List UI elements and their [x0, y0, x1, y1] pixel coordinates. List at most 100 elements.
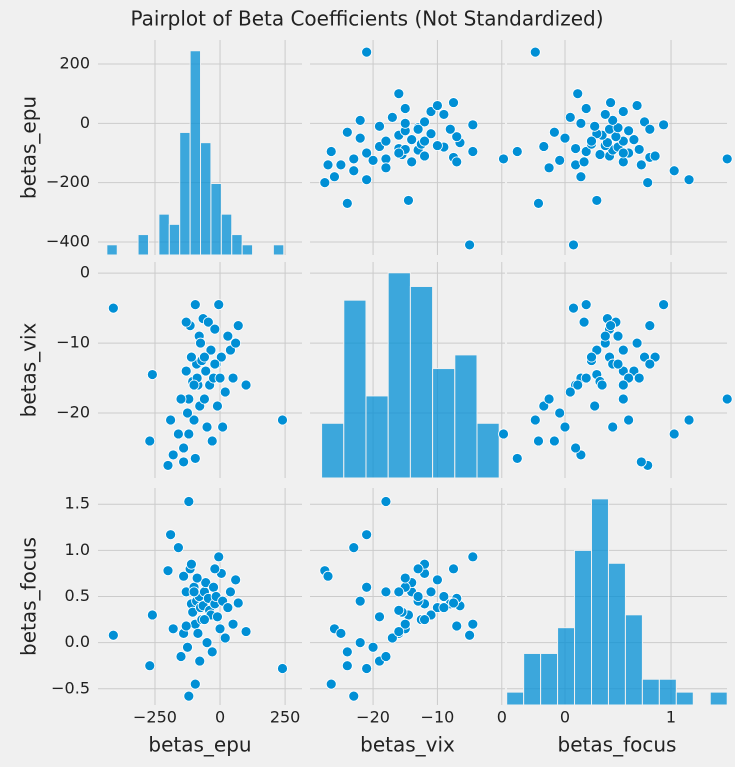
scatter-point	[202, 316, 214, 328]
scatter-point	[188, 379, 200, 391]
hist-bar	[343, 299, 367, 479]
scatter-point	[173, 428, 184, 440]
scatter-point	[533, 197, 544, 209]
scatter-point	[538, 141, 550, 152]
scatter-point	[219, 632, 231, 644]
scatter-point	[200, 365, 212, 377]
scatter-point	[467, 551, 479, 563]
scatter-point	[319, 177, 331, 189]
scatter-point	[240, 626, 252, 637]
hist-bar	[189, 50, 202, 256]
scatter-point	[578, 316, 590, 328]
hist-bar	[231, 234, 243, 256]
scatter-point	[167, 449, 179, 461]
chart-title: Pairplot of Beta Coefficients (Not Stand…	[130, 7, 603, 31]
scatter-point	[341, 197, 353, 209]
hist-bar	[387, 272, 411, 479]
hist-bar	[106, 244, 118, 256]
scatter-point	[425, 128, 437, 140]
scatter-point	[354, 637, 366, 649]
scatter-point	[721, 393, 733, 405]
scatter-point	[432, 574, 443, 586]
scatter-point	[175, 651, 187, 662]
scatter-point	[591, 195, 603, 206]
scatter-point	[568, 239, 579, 251]
scatter-point	[533, 435, 544, 447]
scatter-point	[419, 150, 430, 162]
scatter-point	[348, 153, 360, 165]
y-tick-label: −10	[56, 333, 90, 352]
scatter-point	[607, 421, 619, 433]
y-tick-label: 0.0	[65, 632, 90, 651]
scatter-point	[201, 421, 213, 433]
y-tick-label: −20	[56, 402, 90, 421]
scatter-point	[206, 435, 218, 447]
scatter-point	[399, 572, 411, 584]
scatter-point	[438, 602, 450, 613]
scatter-point	[498, 428, 509, 440]
scatter-point	[361, 147, 373, 159]
hist-bar	[200, 142, 212, 256]
hist-bar	[641, 678, 660, 706]
scatter-point	[605, 320, 616, 332]
scatter-point	[165, 529, 176, 541]
scatter-point	[668, 165, 680, 177]
scatter-point	[341, 126, 353, 138]
scatter-point	[335, 159, 347, 171]
scatter-point	[393, 147, 405, 159]
scatter-point	[444, 123, 456, 135]
scatter-point	[182, 641, 193, 653]
scatter-point	[658, 299, 669, 311]
x-tick-label: −20	[356, 708, 390, 727]
x-axis-label: betas_focus	[558, 733, 677, 757]
y-tick-label: 1.0	[65, 540, 90, 559]
scatter-point	[580, 103, 592, 114]
scatter-point	[393, 626, 405, 637]
y-tick-label: 200	[59, 54, 90, 73]
scatter-point	[432, 100, 443, 111]
scatter-point	[554, 154, 566, 166]
scatter-point	[564, 112, 576, 123]
hist-bar	[409, 285, 434, 479]
scatter-point	[209, 323, 221, 335]
scatter-point	[354, 595, 366, 607]
scatter-point	[178, 456, 190, 468]
scatter-point	[189, 299, 201, 311]
hist-bar	[540, 652, 559, 706]
scatter-point	[644, 320, 656, 332]
scatter-point	[572, 88, 584, 100]
scatter-point	[374, 120, 385, 132]
scatter-point	[511, 453, 523, 464]
scatter-point	[578, 156, 590, 168]
scatter-point	[580, 146, 592, 157]
scatter-point	[182, 407, 193, 419]
y-axis-label: betas_epu	[17, 96, 41, 199]
scatter-point	[335, 628, 347, 639]
scatter-point	[432, 140, 443, 151]
scatter-point	[186, 558, 197, 570]
scatter-point	[596, 379, 608, 391]
scatter-point	[628, 134, 640, 146]
scatter-point	[361, 46, 373, 58]
scatter-point	[325, 146, 337, 157]
scatter-point	[199, 351, 210, 363]
x-axis-label: betas_vix	[360, 733, 455, 757]
scatter-point	[568, 302, 579, 314]
hist-bar	[210, 183, 222, 256]
scatter-point	[175, 393, 187, 405]
hist-bar	[624, 614, 643, 706]
scatter-point	[183, 496, 195, 507]
scatter-point	[189, 453, 201, 464]
scatter-point	[399, 117, 411, 129]
scatter-point	[543, 393, 555, 405]
scatter-point	[180, 365, 192, 377]
scatter-point	[448, 597, 459, 609]
scatter-point	[380, 162, 392, 174]
scatter-point	[633, 372, 645, 384]
y-tick-label: −0.5	[51, 678, 90, 697]
scatter-point	[635, 456, 647, 468]
scatter-point	[580, 299, 592, 311]
scatter-point	[721, 153, 733, 165]
scatter-point	[633, 144, 645, 155]
